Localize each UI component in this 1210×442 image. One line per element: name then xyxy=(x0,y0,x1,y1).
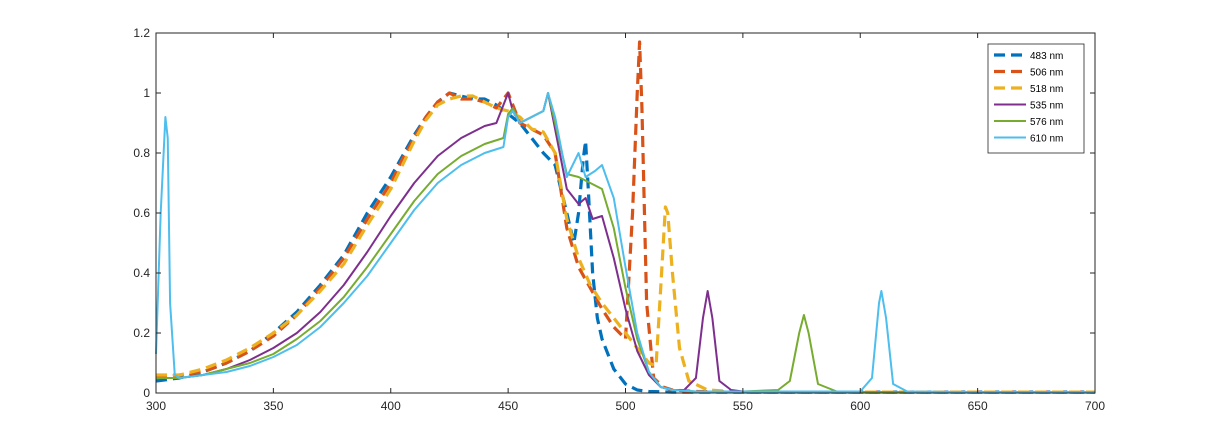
legend-label: 576 nm xyxy=(1030,117,1063,128)
y-tick-label: 1 xyxy=(143,86,150,100)
axes-layer: 300 350 400 450 500 550 600 650 700 0 0.2 0.4 0.6 0.8… xyxy=(133,26,1105,413)
legend-label: 610 nm xyxy=(1030,134,1063,145)
series-line-610-nm xyxy=(155,92,1095,394)
y-tick-label: 0.8 xyxy=(133,146,150,160)
x-tick-label: 550 xyxy=(733,399,753,413)
x-tick-label: 400 xyxy=(381,399,401,413)
legend: 483 nm 506 nm 518 nm 535 nm 576 nm 610 nm xyxy=(987,43,1085,154)
series-line-576-nm xyxy=(156,92,1095,394)
y-tick-label: 0.4 xyxy=(133,266,150,280)
x-tick-label: 600 xyxy=(850,399,870,413)
y-tick-label: 0 xyxy=(143,386,150,400)
legend-label: 506 nm xyxy=(1030,68,1063,79)
x-tick-label: 450 xyxy=(498,399,518,413)
x-tick-label: 650 xyxy=(968,399,988,413)
series-line-483-nm xyxy=(155,91,1095,394)
y-tick-label: 1.2 xyxy=(133,26,150,40)
legend-box xyxy=(987,43,1085,154)
legend-label: 518 nm xyxy=(1030,84,1063,95)
x-tick-label: 500 xyxy=(615,399,635,413)
y-tick-label: 0.2 xyxy=(133,326,150,340)
x-tick-label: 300 xyxy=(146,399,166,413)
legend-label: 535 nm xyxy=(1030,101,1063,112)
x-tick-label: 700 xyxy=(1085,399,1105,413)
series-layer xyxy=(155,40,1095,394)
legend-label: 483 nm xyxy=(1030,51,1063,62)
y-tick-label: 0.6 xyxy=(133,206,150,220)
x-tick-label: 350 xyxy=(263,399,283,413)
series-line-518-nm xyxy=(156,94,1095,394)
